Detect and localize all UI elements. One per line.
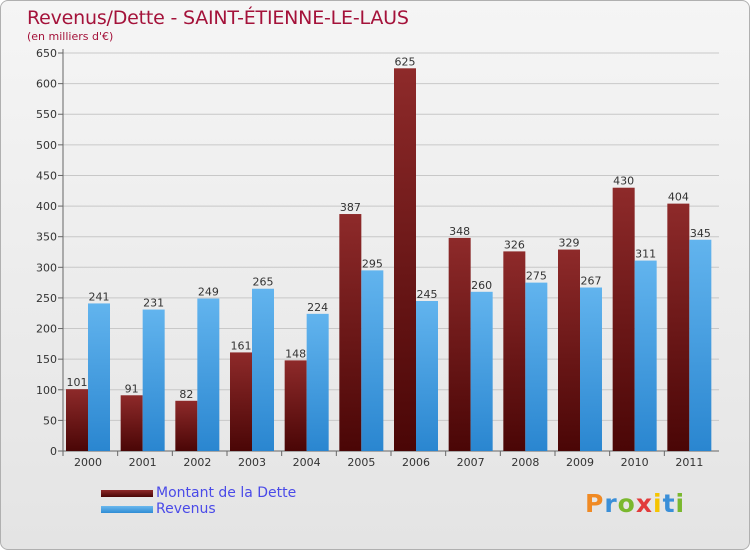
data-label: 329 (559, 237, 580, 250)
bar-dette (503, 251, 526, 451)
data-label: 430 (613, 175, 634, 188)
proxiti-logo: Proxiti (585, 489, 685, 518)
data-label: 245 (417, 288, 438, 301)
logo-letter: t (662, 489, 676, 518)
x-tick-label: 2000 (74, 456, 102, 469)
x-tick-label: 2010 (621, 456, 649, 469)
logo-letter: i (653, 489, 663, 518)
y-tick-label: 650 (36, 47, 57, 60)
y-tick-label: 250 (36, 292, 57, 305)
data-label: 148 (285, 347, 306, 360)
data-label: 275 (526, 270, 547, 283)
data-label: 295 (362, 257, 383, 270)
x-tick-label: 2006 (402, 456, 430, 469)
y-tick-label: 600 (36, 78, 57, 91)
y-tick-label: 550 (36, 108, 57, 121)
y-tick-label: 100 (36, 384, 57, 397)
x-tick-label: 2001 (129, 456, 157, 469)
data-label: 311 (635, 248, 656, 261)
bar-revenus (689, 239, 712, 451)
logo-letter: x (635, 489, 653, 518)
bar-dette (448, 237, 471, 451)
legend-swatch-revenus (101, 506, 153, 513)
bar-revenus (252, 288, 274, 451)
y-tick-label: 500 (36, 139, 57, 152)
data-label: 161 (231, 339, 252, 352)
data-label: 345 (690, 227, 711, 240)
data-label: 348 (449, 225, 470, 238)
y-tick-label: 350 (36, 231, 57, 244)
data-label: 326 (504, 238, 525, 251)
bar-revenus (142, 309, 165, 451)
data-label: 249 (198, 286, 219, 299)
x-tick-label: 2003 (238, 456, 266, 469)
bar-dette (175, 400, 198, 451)
bar-revenus (416, 300, 438, 451)
bar-dette (120, 395, 143, 451)
bar-revenus (634, 260, 657, 451)
bar-dette (612, 187, 635, 451)
y-tick-label: 450 (36, 169, 57, 182)
chart-subtitle: (en milliers d'€) (27, 30, 114, 43)
bar-dette (284, 360, 307, 451)
logo-letter: r (604, 489, 618, 518)
bar-dette (394, 68, 416, 452)
data-label: 387 (340, 201, 361, 214)
logo-letter: P (585, 489, 605, 518)
bar-revenus (580, 287, 602, 451)
y-tick-label: 50 (43, 414, 57, 427)
x-tick-label: 2005 (347, 456, 375, 469)
data-label: 260 (471, 279, 492, 292)
bar-dette (230, 352, 252, 451)
data-label: 241 (89, 290, 110, 303)
chart-title: Revenus/Dette - SAINT-ÉTIENNE-LE-LAUS (27, 7, 409, 29)
bar-revenus (361, 270, 384, 451)
data-label: 267 (581, 275, 602, 288)
x-tick-label: 2008 (511, 456, 539, 469)
bar-dette (339, 214, 362, 451)
bar-dette (667, 203, 690, 451)
data-label: 231 (143, 297, 164, 310)
data-label: 82 (179, 388, 193, 401)
legend-swatch-dette (101, 490, 153, 497)
data-label: 91 (125, 382, 139, 395)
y-tick-label: 400 (36, 200, 57, 213)
bar-revenus (88, 303, 110, 451)
data-label: 101 (67, 376, 88, 389)
bar-dette (66, 389, 88, 451)
logo-letter: o (617, 489, 636, 518)
y-tick-label: 300 (36, 261, 57, 274)
bar-revenus (306, 313, 329, 451)
bar-revenus (525, 282, 548, 451)
x-tick-label: 2007 (457, 456, 485, 469)
data-label: 625 (395, 55, 416, 68)
y-tick-label: 0 (50, 445, 57, 458)
bar-dette (558, 249, 580, 451)
x-tick-label: 2004 (293, 456, 321, 469)
bar-revenus (197, 298, 220, 451)
data-label: 404 (668, 191, 689, 204)
legend-label-revenus: Revenus (156, 501, 216, 517)
bar-revenus (470, 291, 493, 451)
y-tick-label: 200 (36, 323, 57, 336)
logo-letter: i (675, 489, 686, 518)
data-label: 265 (253, 276, 274, 289)
x-tick-label: 2011 (675, 456, 703, 469)
data-label: 224 (307, 301, 328, 314)
legend-label-dette: Montant de la Dette (156, 485, 297, 501)
y-tick-label: 150 (36, 353, 57, 366)
x-tick-label: 2002 (183, 456, 211, 469)
x-tick-label: 2009 (566, 456, 594, 469)
